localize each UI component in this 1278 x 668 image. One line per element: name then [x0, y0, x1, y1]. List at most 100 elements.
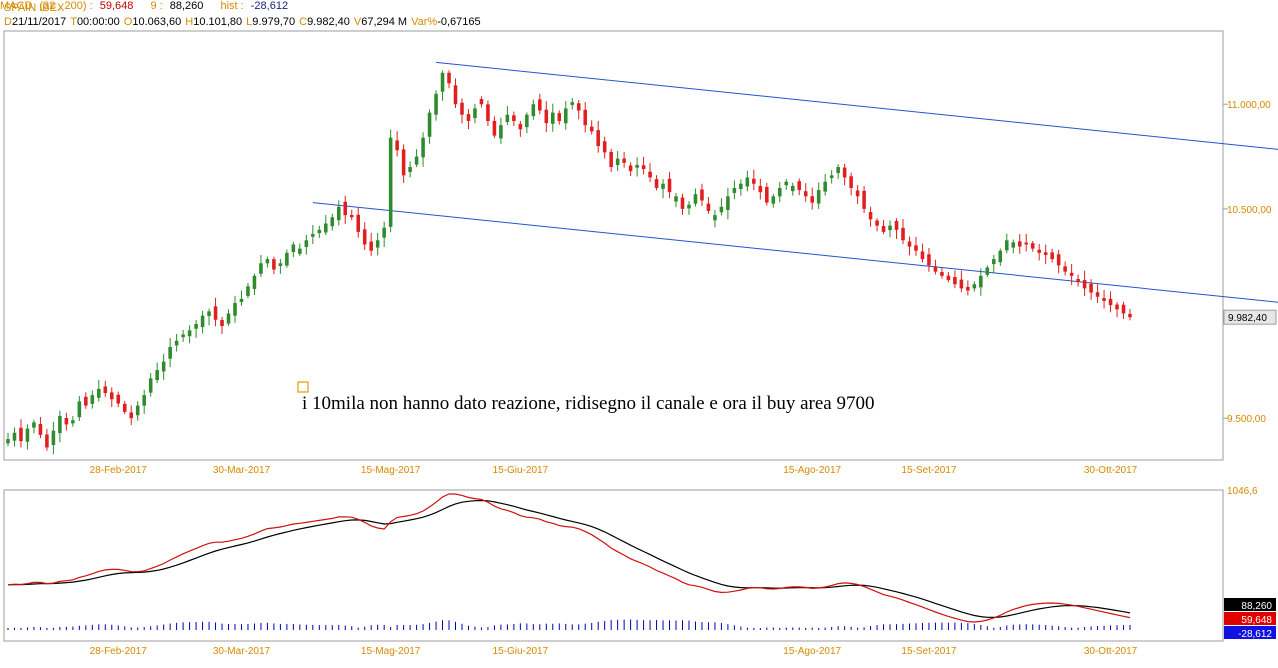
candle-body: [1076, 278, 1080, 283]
candle-body: [589, 126, 594, 132]
candle-body: [1121, 304, 1126, 314]
candle-body: [265, 259, 270, 264]
candle-body: [1069, 272, 1074, 276]
ohlc-key: H: [185, 16, 194, 28]
candle-body: [71, 420, 75, 424]
price-panel-frame: [3, 30, 1224, 461]
candle-body: [661, 183, 665, 189]
candle-body: [414, 156, 419, 165]
candle-body: [330, 217, 335, 227]
candle-body: [492, 120, 497, 136]
candle-body: [168, 346, 172, 359]
ohlc-value: 9.979,70: [252, 16, 296, 28]
candle-body: [161, 361, 166, 372]
candle-body: [58, 416, 62, 434]
candle-body: [927, 254, 931, 266]
candle-body: [583, 109, 587, 126]
candle-body: [207, 311, 211, 316]
candle-body: [401, 149, 406, 176]
candle-body: [1043, 252, 1048, 255]
y-tick-label: 11.000,00: [1227, 100, 1271, 111]
candle-body: [609, 151, 613, 168]
macd-value-tag: [1224, 612, 1276, 625]
candle-body: [421, 137, 425, 158]
candle-body: [855, 190, 860, 197]
candle-body: [985, 267, 990, 275]
candle-body: [45, 434, 49, 448]
candle-body: [538, 99, 542, 111]
x-tick-label: 30-Ott-2017: [1084, 465, 1138, 476]
candle-body: [311, 233, 315, 237]
x-tick-label: 28-Feb-2017: [90, 465, 148, 476]
candle-body: [803, 191, 808, 197]
candle-body: [576, 103, 581, 111]
candle-body: [752, 178, 756, 184]
candle-body: [194, 323, 198, 329]
candle-body: [784, 181, 789, 186]
candle-body: [6, 439, 10, 444]
candle-body: [447, 72, 451, 84]
candle-body: [155, 370, 159, 381]
candle-body: [1128, 313, 1132, 318]
candle-body: [466, 114, 471, 121]
candle-body: [719, 206, 724, 213]
candle-body: [940, 271, 944, 276]
candle-body: [453, 85, 458, 105]
candle-body: [38, 423, 43, 435]
x-tick-label: 30-Mar-2017: [213, 465, 271, 476]
candle-body: [1050, 252, 1054, 260]
ohlc-value: 10.101,80: [193, 16, 243, 28]
candle-body: [187, 330, 192, 337]
ohlc-value: 21/11/2017: [11, 16, 67, 28]
candle-body: [777, 187, 782, 197]
y-tick-label: 10.500,00: [1227, 205, 1272, 216]
signal-value: 88,260: [169, 0, 204, 12]
candle-body: [816, 190, 821, 204]
ohlc-value: -0,67165: [437, 16, 481, 28]
candle-body: [1082, 280, 1087, 289]
macd-name: MACD: [0, 0, 33, 12]
ohlc-readout: D21/11/2017 T00:00:00 O10.063,60 H10.101,80…: [4, 16, 485, 28]
candle-body: [1108, 298, 1113, 306]
x-tick-label-macd: 15-Mag-2017: [361, 646, 421, 657]
candle-body: [343, 201, 348, 216]
candle-body: [181, 334, 185, 338]
signal-line: [7, 499, 1131, 619]
candle-body: [810, 196, 814, 203]
candle-body: [641, 165, 646, 170]
candle-body: [771, 196, 776, 204]
candle-body: [324, 223, 328, 233]
candle-body: [116, 394, 121, 404]
candle-body: [894, 221, 899, 230]
candle-body: [213, 306, 218, 320]
candle-body: [635, 164, 639, 168]
candle-body: [298, 248, 302, 254]
candle-body: [427, 112, 432, 137]
candle-body: [518, 123, 523, 130]
x-tick-label-macd: 30-Ott-2017: [1084, 646, 1138, 657]
candle-body: [628, 165, 633, 172]
candle-body: [700, 189, 704, 201]
macd-value-tag: [1224, 626, 1276, 639]
candle-body: [233, 303, 237, 316]
candle-body: [693, 194, 698, 204]
candle-body: [479, 99, 484, 105]
candle-body: [473, 108, 477, 119]
candle-body: [1017, 241, 1022, 247]
candle-body: [596, 130, 600, 147]
candle-body: [486, 104, 490, 121]
ohlc-key: O: [123, 16, 133, 28]
candle-body: [12, 432, 17, 441]
ohlc-key: V: [353, 16, 362, 28]
candle-body: [823, 181, 827, 192]
annotation-marker[interactable]: [297, 381, 309, 393]
candle-body: [615, 158, 620, 165]
x-tick-label: 15-Set-2017: [901, 465, 956, 476]
candle-body: [25, 428, 30, 442]
last-value-tag: [1223, 309, 1277, 325]
candle-body: [920, 251, 925, 260]
candle-body: [1037, 249, 1041, 253]
candle-body: [285, 252, 289, 266]
candle-body: [849, 176, 853, 188]
ohlc-value: 9.982,40: [307, 16, 350, 28]
